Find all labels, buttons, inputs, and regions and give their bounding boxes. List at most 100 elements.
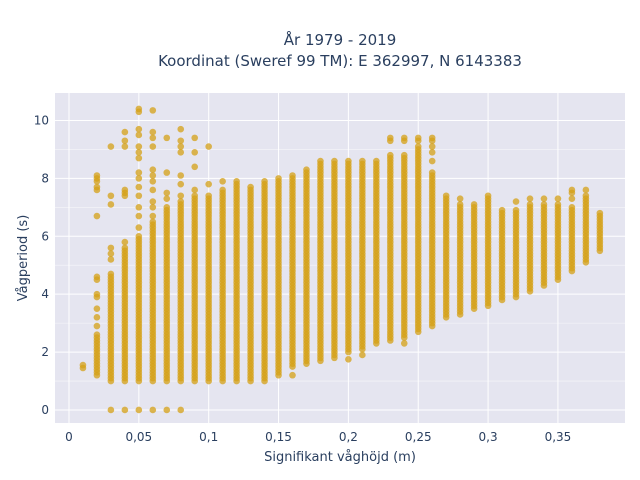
data-point <box>526 201 534 208</box>
data-point <box>135 175 143 182</box>
data-point <box>163 195 171 202</box>
data-point <box>540 201 548 208</box>
data-point <box>582 186 590 194</box>
data-point <box>317 157 324 165</box>
data-point <box>135 143 143 150</box>
data-point <box>93 172 101 179</box>
data-point <box>484 192 492 200</box>
data-point <box>121 244 129 252</box>
data-point <box>414 134 422 142</box>
data-point <box>149 186 157 194</box>
data-point <box>135 406 143 414</box>
x-tick-label: 0,15 <box>265 430 292 444</box>
data-point <box>149 218 157 226</box>
data-point <box>261 177 268 185</box>
data-point <box>205 180 212 188</box>
data-point <box>596 209 604 217</box>
data-point <box>191 192 199 200</box>
data-point <box>107 244 115 252</box>
data-point <box>345 356 352 363</box>
data-point <box>512 206 520 214</box>
data-point <box>177 137 185 145</box>
data-point <box>303 166 310 174</box>
data-point <box>191 134 199 142</box>
data-point <box>400 151 408 159</box>
data-point <box>456 201 464 208</box>
data-point <box>177 143 185 150</box>
y-tick-label: 10 <box>34 114 49 128</box>
data-point <box>163 189 171 197</box>
data-point <box>93 331 101 339</box>
data-point <box>93 290 101 298</box>
data-point <box>107 406 115 414</box>
data-point <box>414 143 422 150</box>
data-point <box>582 192 590 200</box>
data-point <box>345 157 352 165</box>
data-point <box>191 149 199 156</box>
data-point <box>359 351 366 359</box>
data-point <box>149 406 157 414</box>
data-point <box>177 172 185 179</box>
data-point <box>331 157 338 165</box>
data-point <box>135 125 143 133</box>
data-point <box>163 204 171 211</box>
data-points <box>79 105 604 414</box>
x-tick-label: 0,1 <box>199 430 218 444</box>
data-point <box>554 195 562 202</box>
data-point <box>121 143 129 150</box>
data-point <box>93 212 101 220</box>
data-point <box>428 134 436 142</box>
x-tick-label: 0,3 <box>479 430 498 444</box>
data-point <box>121 238 129 246</box>
data-point <box>135 212 143 220</box>
data-point <box>121 186 129 194</box>
data-point <box>93 314 101 321</box>
data-point <box>93 305 101 312</box>
data-point <box>135 154 143 162</box>
data-point <box>400 134 408 142</box>
data-point <box>289 371 296 379</box>
data-point <box>428 149 436 156</box>
data-point <box>428 169 436 176</box>
data-point <box>107 143 115 150</box>
data-point <box>149 198 157 205</box>
data-point <box>568 186 576 194</box>
data-point <box>177 125 185 133</box>
data-point <box>247 183 254 191</box>
data-point <box>386 134 394 142</box>
data-point <box>470 201 478 208</box>
data-point <box>205 143 212 150</box>
data-point <box>107 256 115 263</box>
data-point <box>163 406 171 414</box>
data-point <box>149 212 157 220</box>
data-point <box>163 169 171 176</box>
data-point <box>135 224 143 231</box>
data-point <box>205 192 212 200</box>
data-point <box>498 206 506 214</box>
chart-title-line2: Koordinat (Sweref 99 TM): E 362997, N 61… <box>158 52 522 70</box>
data-point <box>93 183 101 191</box>
data-point <box>177 149 185 156</box>
data-point <box>359 157 366 165</box>
data-point <box>177 198 185 205</box>
data-point <box>135 105 143 113</box>
x-tick-label: 0 <box>65 430 73 444</box>
data-point <box>219 177 226 185</box>
data-point <box>135 183 143 191</box>
data-point <box>275 175 282 182</box>
data-point <box>107 201 115 208</box>
y-tick-label: 6 <box>41 229 49 243</box>
data-point <box>512 198 520 205</box>
data-point <box>149 177 157 185</box>
data-point <box>135 131 143 139</box>
data-point <box>428 157 436 165</box>
data-point <box>149 143 157 150</box>
data-point <box>540 195 548 202</box>
data-point <box>163 134 171 142</box>
data-point <box>177 192 185 200</box>
data-point <box>93 273 101 281</box>
data-point <box>93 322 101 330</box>
chart-title-line1: År 1979 - 2019 <box>284 30 397 49</box>
data-point <box>526 195 534 202</box>
